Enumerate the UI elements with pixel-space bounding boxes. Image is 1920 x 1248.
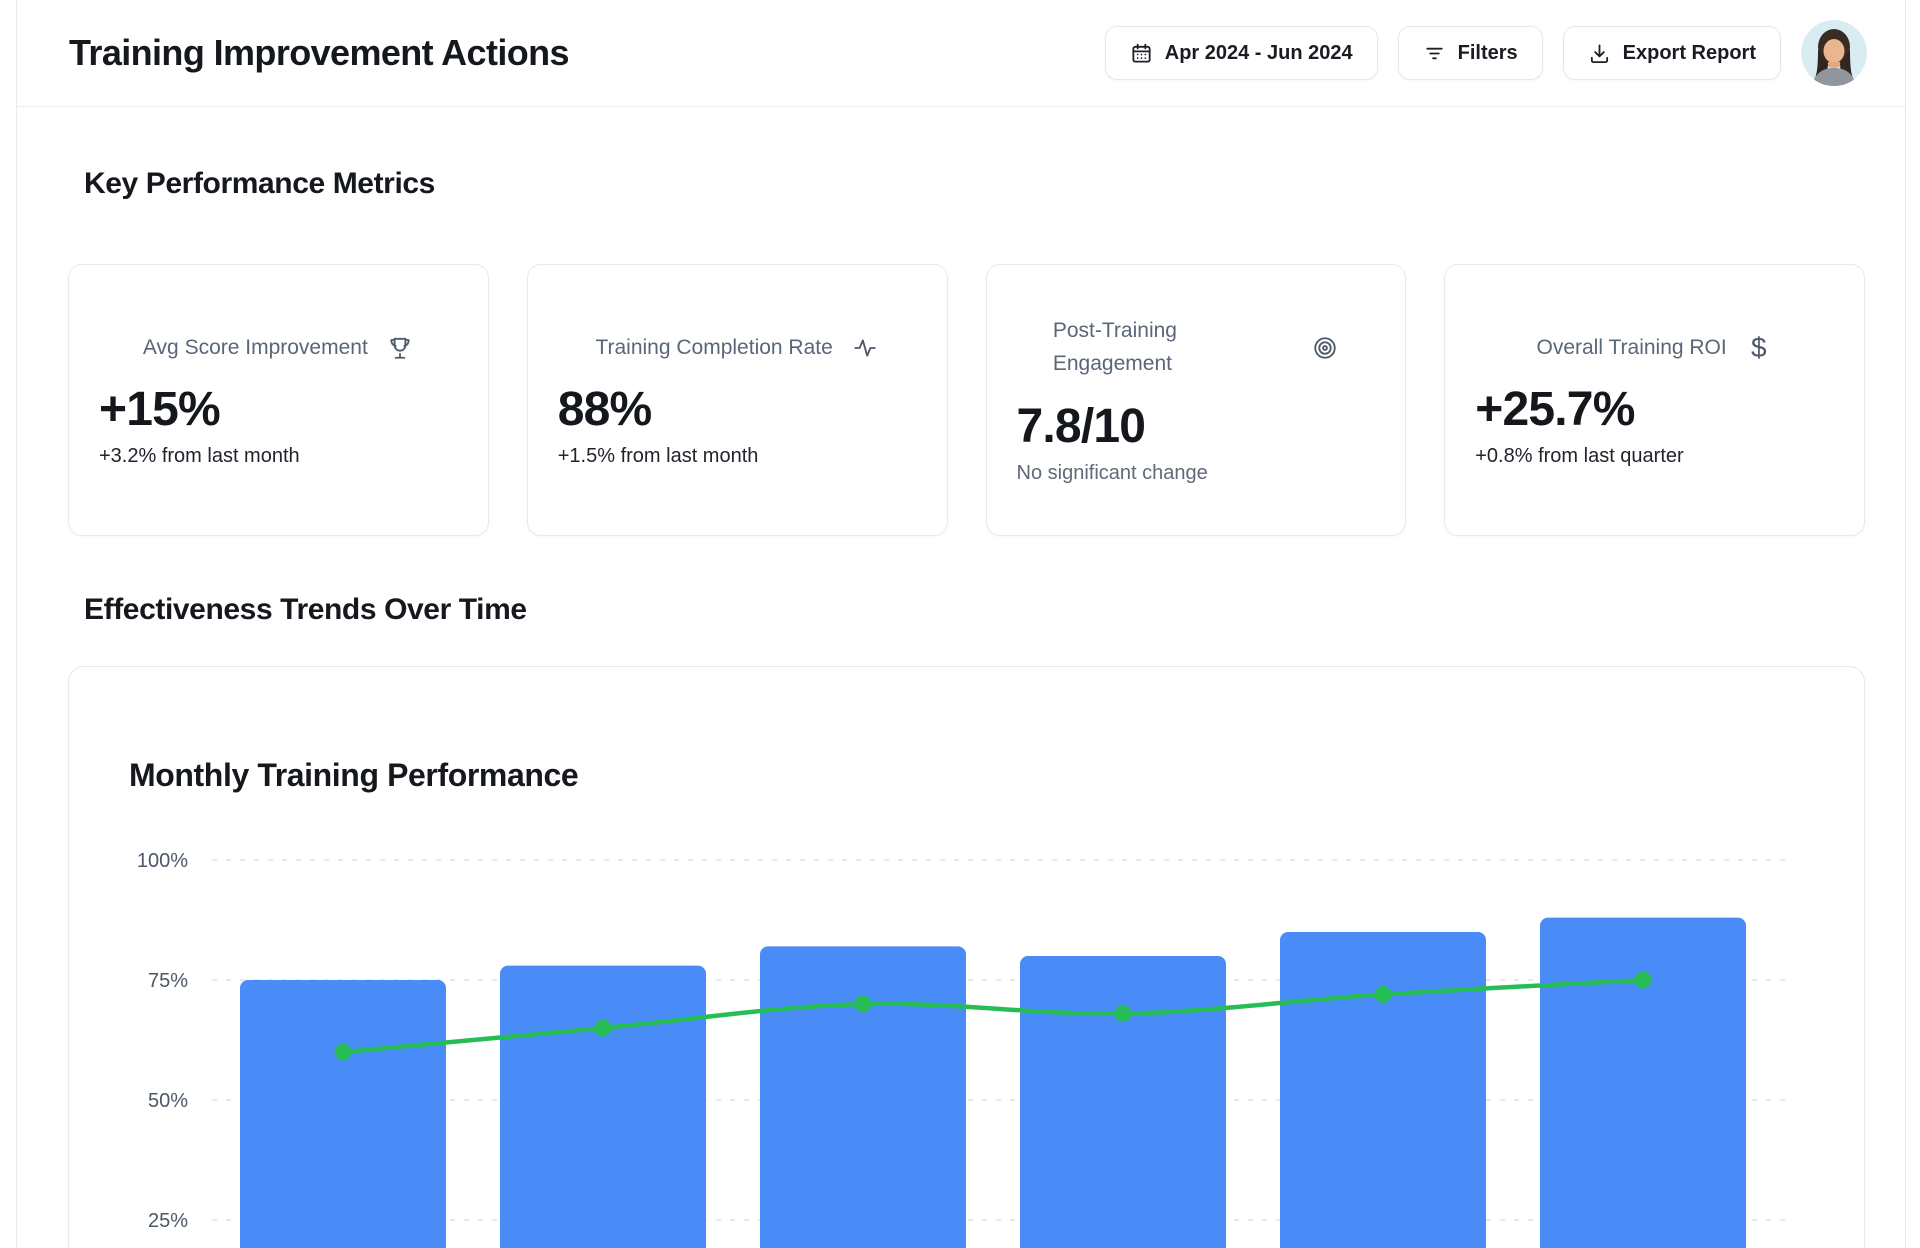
y-axis-tick: 100%	[137, 850, 188, 872]
metric-change: +0.8% from last quarter	[1475, 445, 1684, 468]
metric-label: Training Completion Rate	[595, 335, 833, 359]
metric-label: Post-Training Engagement	[1052, 319, 1177, 375]
trend-point	[1634, 971, 1652, 989]
top-bar: Training Improvement Actions Ap	[17, 0, 1905, 107]
dollar-icon: $	[1750, 331, 1767, 363]
metric-cards-row: Avg Score Improvement +15% +3.2% from la…	[68, 264, 1865, 536]
date-range-button[interactable]: Apr 2024 - Jun 2024	[1104, 26, 1378, 80]
bar	[240, 980, 446, 1248]
topbar-actions: Apr 2024 - Jun 2024 Filters	[1104, 20, 1867, 86]
metrics-section-heading: Key Performance Metrics	[84, 167, 435, 200]
trend-point	[854, 995, 872, 1013]
performance-chart: 100% 75% 50% 25%	[137, 850, 1785, 1248]
chart-card: Monthly Training Performance 100% 75% 50% 2…	[68, 666, 1865, 1248]
trend-point	[1114, 1005, 1132, 1023]
metric-change: +1.5% from last month	[557, 445, 759, 468]
date-range-label: Apr 2024 - Jun 2024	[1164, 41, 1353, 64]
app-window: Training Improvement Actions Ap	[16, 0, 1906, 1248]
download-icon	[1588, 42, 1611, 65]
target-icon	[1311, 334, 1339, 362]
metric-value: +15%	[99, 383, 221, 437]
trends-section-heading: Effectiveness Trends Over Time	[84, 593, 527, 626]
trend-line	[340, 977, 1646, 1055]
metric-value: 88%	[557, 383, 652, 437]
metric-value: +25.7%	[1475, 383, 1635, 437]
trophy-icon	[386, 334, 414, 362]
metric-label: Avg Score Improvement	[142, 335, 368, 359]
trend-point	[594, 1019, 612, 1037]
y-axis-tick: 50%	[148, 1090, 188, 1112]
metric-label: Overall Training ROI	[1536, 335, 1727, 359]
main-content: Key Performance Metrics Avg Score Improv…	[17, 167, 1905, 1248]
filter-icon	[1423, 42, 1446, 65]
metric-card-completion-rate: Training Completion Rate 88% +1.5% from …	[526, 264, 948, 536]
page-title: Training Improvement Actions	[69, 32, 570, 73]
trend-point	[334, 1043, 352, 1061]
metric-change: +3.2% from last month	[99, 445, 300, 468]
export-report-label: Export Report	[1622, 41, 1756, 64]
y-axis-tick: 25%	[148, 1210, 188, 1232]
bar	[1280, 932, 1486, 1248]
bar	[1540, 917, 1746, 1248]
filters-label: Filters	[1457, 41, 1518, 64]
chart-wrap: 100% 75% 50% 25%	[129, 817, 1804, 1248]
metric-card-roi: Overall Training ROI $ +25.7% +0.8% from…	[1444, 264, 1865, 536]
metric-card-engagement: Post-Training Engagement 7.8/10 No signi…	[985, 264, 1407, 536]
metric-value: 7.8/10	[1016, 399, 1146, 453]
bar	[1020, 956, 1226, 1248]
y-axis-tick: 75%	[148, 970, 188, 992]
chart-title: Monthly Training Performance	[129, 757, 579, 793]
bar	[500, 965, 706, 1248]
metric-change: No significant change	[1016, 461, 1208, 484]
bar	[760, 946, 966, 1248]
export-report-button[interactable]: Export Report	[1562, 26, 1781, 80]
activity-icon	[851, 334, 879, 362]
user-avatar[interactable]	[1801, 20, 1867, 86]
metric-card-avg-score: Avg Score Improvement +15% +3.2% from la…	[68, 264, 489, 536]
filters-button[interactable]: Filters	[1397, 26, 1543, 80]
calendar-icon	[1130, 42, 1153, 65]
trend-point	[1374, 985, 1392, 1003]
